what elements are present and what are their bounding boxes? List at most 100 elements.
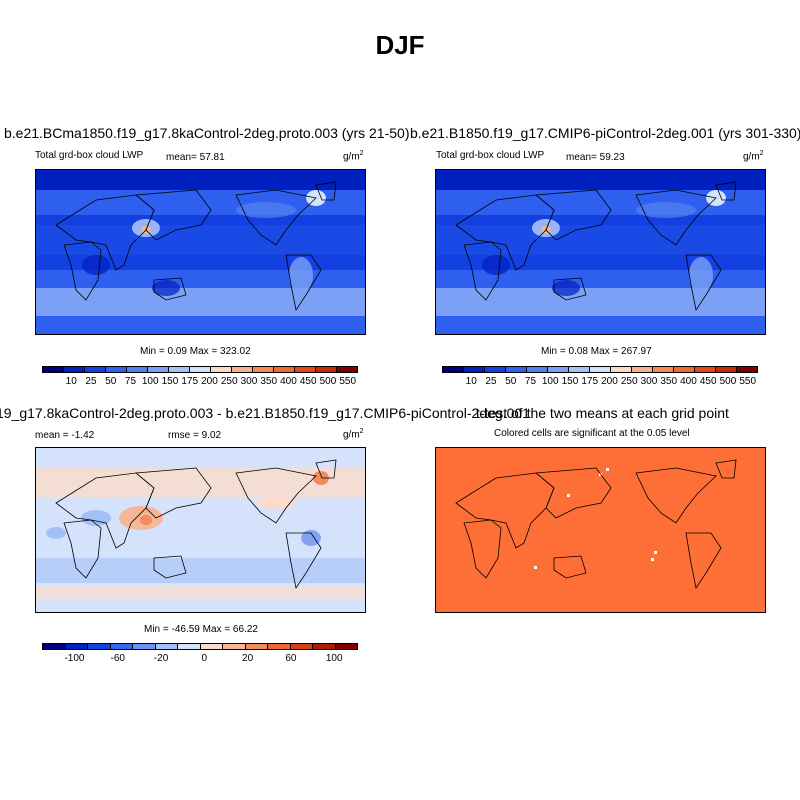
colorbar-label: 200 xyxy=(201,376,218,387)
coastline xyxy=(55,472,155,549)
colorbar-swatch xyxy=(737,367,757,372)
colorbar-label: 75 xyxy=(124,376,137,387)
colorbar-label: 200 xyxy=(601,376,618,387)
field-blob xyxy=(140,515,152,525)
panel2-title: b.e21.B1850.f19_g17.CMIP6-piControl-2deg… xyxy=(410,125,800,141)
coastline xyxy=(153,277,187,301)
colorbar-swatch xyxy=(548,367,569,372)
coastline xyxy=(553,555,587,579)
colorbar-label: 300 xyxy=(240,376,258,387)
panel2-units: g/m2 xyxy=(743,150,764,163)
panel2-mean: mean= 59.23 xyxy=(566,152,625,163)
panel1-units: g/m2 xyxy=(343,150,364,163)
colorbar-swatch xyxy=(64,367,85,372)
field-blob xyxy=(313,471,329,485)
field-band xyxy=(436,448,765,612)
insignificant-cell xyxy=(651,558,654,561)
coastline xyxy=(134,467,212,519)
colorbar-swatch xyxy=(295,367,316,372)
colorbar-label: 100 xyxy=(541,376,559,387)
coastline xyxy=(635,467,717,524)
panel3-colorbar xyxy=(42,643,358,650)
colorbar-swatch xyxy=(85,367,106,372)
colorbar-swatch xyxy=(569,367,590,372)
colorbar-swatch xyxy=(335,644,357,649)
panel1-colorbar-labels: 10 25 50 75 100 150 175 200 250 300 350 400 450 500 55… xyxy=(42,376,358,388)
panel3-rmse: rmse = 9.02 xyxy=(168,430,222,441)
colorbar-swatch xyxy=(106,367,127,372)
colorbar-swatch xyxy=(316,367,337,372)
colorbar-label: 250 xyxy=(220,376,238,387)
panel4-subtitle: Colored cells are significant at the 0.0… xyxy=(494,428,690,439)
coastline xyxy=(463,241,502,301)
field-band xyxy=(36,170,365,190)
colorbar-label: 10 xyxy=(465,376,477,387)
colorbar-label: 75 xyxy=(524,376,537,387)
colorbar-label: 150 xyxy=(161,376,179,387)
panel1-title: b.e21.BCma1850.f19_g17.8kaControl-2deg.p… xyxy=(4,125,410,141)
panel3-map xyxy=(35,447,366,613)
field-band xyxy=(36,270,365,288)
colorbar-label: 450 xyxy=(299,376,317,387)
colorbar-label: 150 xyxy=(561,376,579,387)
field-band xyxy=(436,288,765,316)
colorbar-label: 450 xyxy=(699,376,717,387)
colorbar-swatch xyxy=(178,644,201,649)
field-blob xyxy=(552,280,580,296)
field-blob xyxy=(82,255,110,275)
colorbar-label: 250 xyxy=(620,376,638,387)
insignificant-cell xyxy=(606,468,609,471)
coastline xyxy=(553,277,587,301)
panel4-title: t-test of the two means at each grid poi… xyxy=(476,405,729,421)
coastline xyxy=(134,189,212,241)
colorbar-swatch xyxy=(223,644,246,649)
coastline xyxy=(153,555,187,579)
field-band xyxy=(436,316,765,334)
panel1-mean: mean= 57.81 xyxy=(166,152,225,163)
insignificant-cell xyxy=(534,566,537,569)
field-blob xyxy=(689,257,713,293)
colorbar-swatch xyxy=(313,644,336,649)
colorbar-swatch xyxy=(43,367,64,372)
colorbar-label: 20 xyxy=(242,653,254,664)
field-band xyxy=(36,468,365,498)
panel3-minmax: Min = -46.59 Max = 66.22 xyxy=(144,624,258,635)
panel3-title: 19_g17.8kaControl-2deg.proto.003 - b.e21… xyxy=(0,405,530,421)
coastline xyxy=(235,467,317,524)
field-band xyxy=(36,225,365,255)
colorbar-swatch xyxy=(695,367,716,372)
coastline xyxy=(55,194,155,271)
colorbar-label: -20 xyxy=(153,653,169,664)
coastline xyxy=(534,467,612,519)
colorbar-swatch xyxy=(611,367,632,372)
coastline xyxy=(685,254,722,312)
colorbar-swatch xyxy=(148,367,169,372)
colorbar-swatch xyxy=(674,367,695,372)
colorbar-label: -100 xyxy=(64,653,85,664)
field-band xyxy=(36,558,365,583)
colorbar-label: 175 xyxy=(581,376,599,387)
colorbar-swatch xyxy=(443,367,464,372)
field-blob xyxy=(636,202,696,218)
colorbar-label: 25 xyxy=(485,376,497,387)
colorbar-swatch xyxy=(155,644,178,649)
colorbar-swatch xyxy=(485,367,506,372)
colorbar-swatch xyxy=(653,367,674,372)
colorbar-swatch xyxy=(65,644,88,649)
colorbar-swatch xyxy=(527,367,548,372)
coastline xyxy=(534,189,612,241)
colorbar-swatch xyxy=(290,644,313,649)
colorbar-swatch xyxy=(127,367,148,372)
colorbar-label: 550 xyxy=(339,376,357,387)
colorbar-swatch xyxy=(169,367,190,372)
field-band xyxy=(36,586,365,600)
colorbar-label: 60 xyxy=(285,653,297,664)
coastline xyxy=(63,241,102,301)
insignificant-cell xyxy=(567,494,570,497)
field-blob xyxy=(482,255,510,275)
panel2-map xyxy=(435,169,766,335)
panel3-units: g/m2 xyxy=(343,428,364,441)
colorbar-swatch xyxy=(506,367,527,372)
page-title: DJF xyxy=(375,30,425,60)
panel1-minmax: Min = 0.09 Max = 323.02 xyxy=(140,346,251,357)
